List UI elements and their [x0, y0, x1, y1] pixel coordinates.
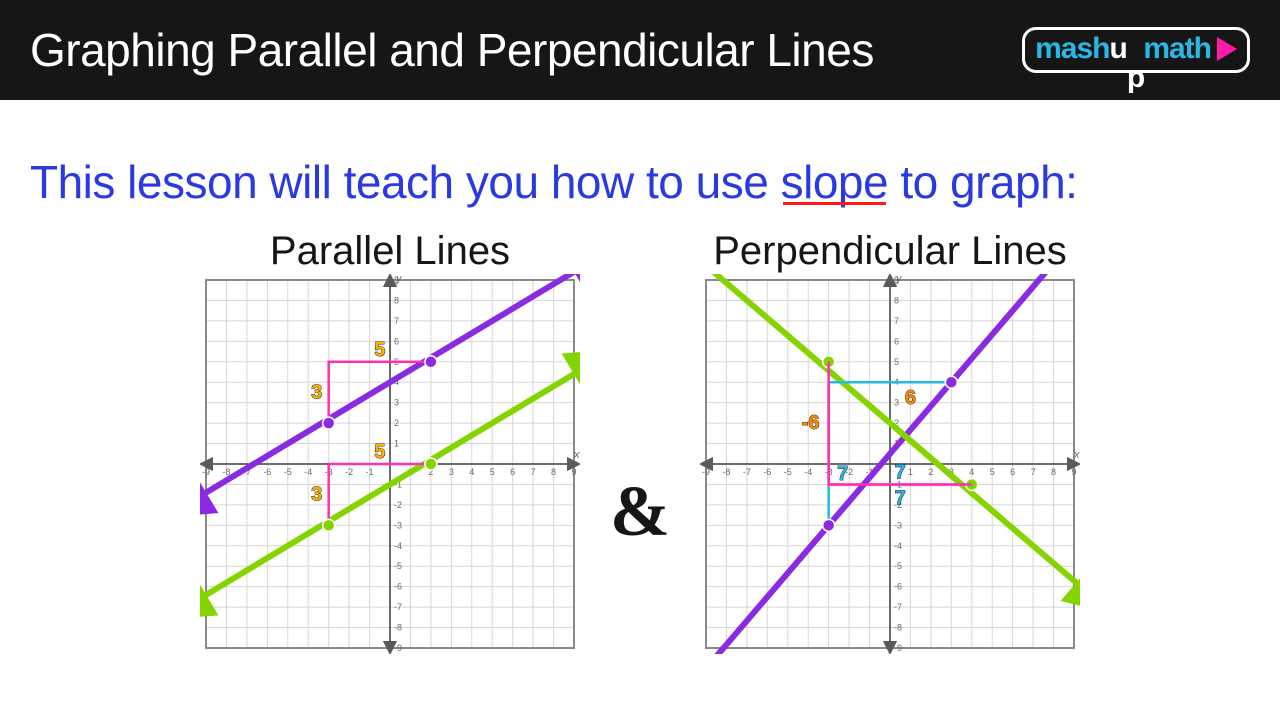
svg-text:-8: -8: [722, 467, 730, 477]
svg-text:4: 4: [969, 467, 974, 477]
logo-mash: mash: [1035, 32, 1109, 65]
svg-text:9: 9: [1071, 467, 1076, 477]
svg-text:5: 5: [490, 467, 495, 477]
svg-text:3: 3: [311, 381, 322, 403]
svg-text:-9: -9: [702, 467, 710, 477]
svg-text:9: 9: [571, 467, 576, 477]
logo-up: up: [1109, 32, 1143, 65]
parallel-title: Parallel Lines: [270, 229, 510, 274]
svg-text:5: 5: [990, 467, 995, 477]
svg-text:x: x: [1073, 449, 1080, 461]
svg-text:3: 3: [449, 467, 454, 477]
svg-text:-5: -5: [284, 467, 292, 477]
svg-text:6: 6: [510, 467, 515, 477]
perpendicular-title: Perpendicular Lines: [713, 229, 1067, 274]
header-bar: Graphing Parallel and Perpendicular Line…: [0, 0, 1280, 100]
svg-text:-6: -6: [763, 467, 771, 477]
svg-text:4: 4: [469, 467, 474, 477]
svg-text:-7: -7: [894, 602, 902, 612]
svg-text:6: 6: [394, 336, 399, 346]
svg-text:8: 8: [394, 295, 399, 305]
svg-text:-9: -9: [894, 643, 902, 653]
svg-text:-4: -4: [894, 541, 902, 551]
svg-text:-6: -6: [894, 582, 902, 592]
svg-text:-7: -7: [394, 602, 402, 612]
svg-text:-6: -6: [263, 467, 271, 477]
svg-text:-2: -2: [394, 500, 402, 510]
svg-text:7: 7: [837, 463, 848, 485]
page-title: Graphing Parallel and Perpendicular Line…: [30, 23, 874, 77]
svg-text:-5: -5: [394, 561, 402, 571]
graphs-row: Parallel Lines -9 -9 -8 -8 -7 -7 -6 -6 -5 -5 -4 -4 -…: [0, 209, 1280, 654]
svg-text:7: 7: [895, 461, 906, 483]
svg-text:1: 1: [908, 467, 913, 477]
svg-text:x: x: [573, 449, 580, 461]
ampersand: &: [610, 470, 670, 553]
svg-text:7: 7: [394, 316, 399, 326]
svg-text:3: 3: [311, 484, 322, 506]
svg-text:2: 2: [928, 467, 933, 477]
lesson-prefix: This lesson will teach you how to use: [30, 156, 781, 208]
svg-text:7: 7: [1031, 467, 1036, 477]
svg-text:-6: -6: [394, 582, 402, 592]
svg-text:-8: -8: [894, 623, 902, 633]
mashupmath-logo: mashupmath: [1022, 27, 1250, 73]
svg-text:-9: -9: [394, 643, 402, 653]
svg-text:6: 6: [1010, 467, 1015, 477]
svg-text:-3: -3: [894, 520, 902, 530]
svg-text:-3: -3: [394, 520, 402, 530]
parallel-graph: -9-9-8-8-7-7-6-6-5-5-4-4-3-3-2-2-1-11122…: [200, 274, 580, 654]
svg-text:8: 8: [894, 295, 899, 305]
lesson-suffix: to graph:: [888, 156, 1077, 208]
svg-text:5: 5: [374, 441, 385, 463]
parallel-column: Parallel Lines -9-9-8-8-7-7-6-6-5-5-4-4-…: [200, 229, 580, 654]
svg-text:3: 3: [894, 398, 899, 408]
svg-text:6: 6: [894, 336, 899, 346]
svg-text:-5: -5: [784, 467, 792, 477]
svg-text:-5: -5: [894, 561, 902, 571]
svg-text:-4: -4: [394, 541, 402, 551]
svg-text:-4: -4: [304, 467, 312, 477]
perpendicular-graph: -9-9-8-8-7-7-6-6-5-5-4-4-3-3-2-2-1-11122…: [700, 274, 1080, 654]
logo-math: math: [1143, 32, 1211, 65]
play-icon: [1217, 37, 1237, 61]
svg-text:-6: -6: [802, 412, 820, 434]
perpendicular-column: Perpendicular Lines -9 -9 -8 -8 -7 -7 -6 -6 -5 -5…: [700, 229, 1080, 654]
svg-text:3: 3: [394, 398, 399, 408]
lesson-emphasis: slope: [781, 155, 888, 209]
svg-text:-7: -7: [743, 467, 751, 477]
svg-text:-2: -2: [345, 467, 353, 477]
svg-text:-1: -1: [366, 467, 374, 477]
svg-text:8: 8: [1051, 467, 1056, 477]
svg-text:7: 7: [895, 487, 906, 509]
svg-text:2: 2: [394, 418, 399, 428]
svg-text:-4: -4: [804, 467, 812, 477]
svg-text:1: 1: [394, 439, 399, 449]
svg-text:5: 5: [374, 339, 385, 361]
lesson-intro: This lesson will teach you how to use sl…: [0, 100, 1280, 209]
svg-text:-9: -9: [202, 467, 210, 477]
svg-text:7: 7: [894, 316, 899, 326]
svg-text:7: 7: [531, 467, 536, 477]
svg-text:6: 6: [905, 387, 916, 409]
svg-text:8: 8: [551, 467, 556, 477]
svg-text:5: 5: [894, 357, 899, 367]
svg-text:-8: -8: [394, 623, 402, 633]
